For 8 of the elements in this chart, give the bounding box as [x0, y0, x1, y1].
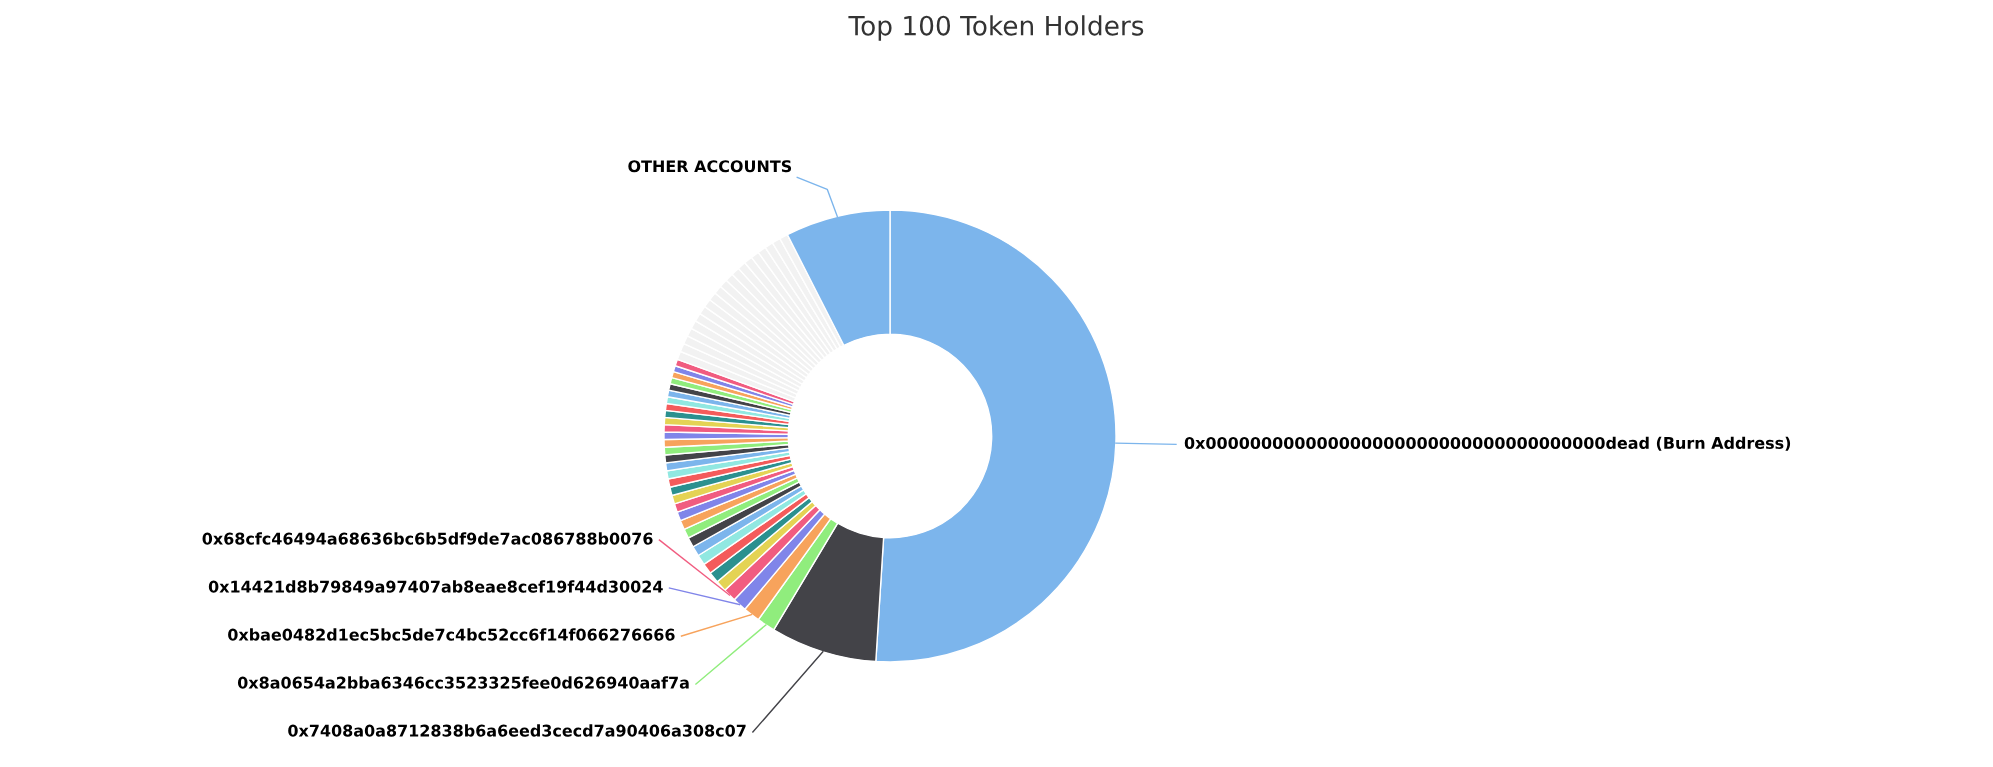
slice-label: 0x8a0654a2bba6346cc3523325fee0d626940aaf7a: [237, 676, 689, 689]
slice-label: 0xbae0482d1ec5bc5de7c4bc52cc6f14f066276666: [228, 628, 675, 641]
slice-label: OTHER ACCOUNTS: [628, 160, 792, 173]
slice-label: 0x000000000000000000000000000000000000dead (Burn Address): [1184, 436, 1791, 451]
slice-label: 0x68cfc46494a68636bc6b5df9de7ac086788b0076: [202, 532, 653, 545]
chart-title: Top 100 Token Holders: [848, 15, 1144, 41]
slice-label: 0x14421d8b79849a97407ab8eae8cef19f44d30024: [208, 580, 663, 593]
slice-label: 0x7408a0a8712838b6a6eed3cecd7a90406a308c07: [288, 724, 746, 737]
